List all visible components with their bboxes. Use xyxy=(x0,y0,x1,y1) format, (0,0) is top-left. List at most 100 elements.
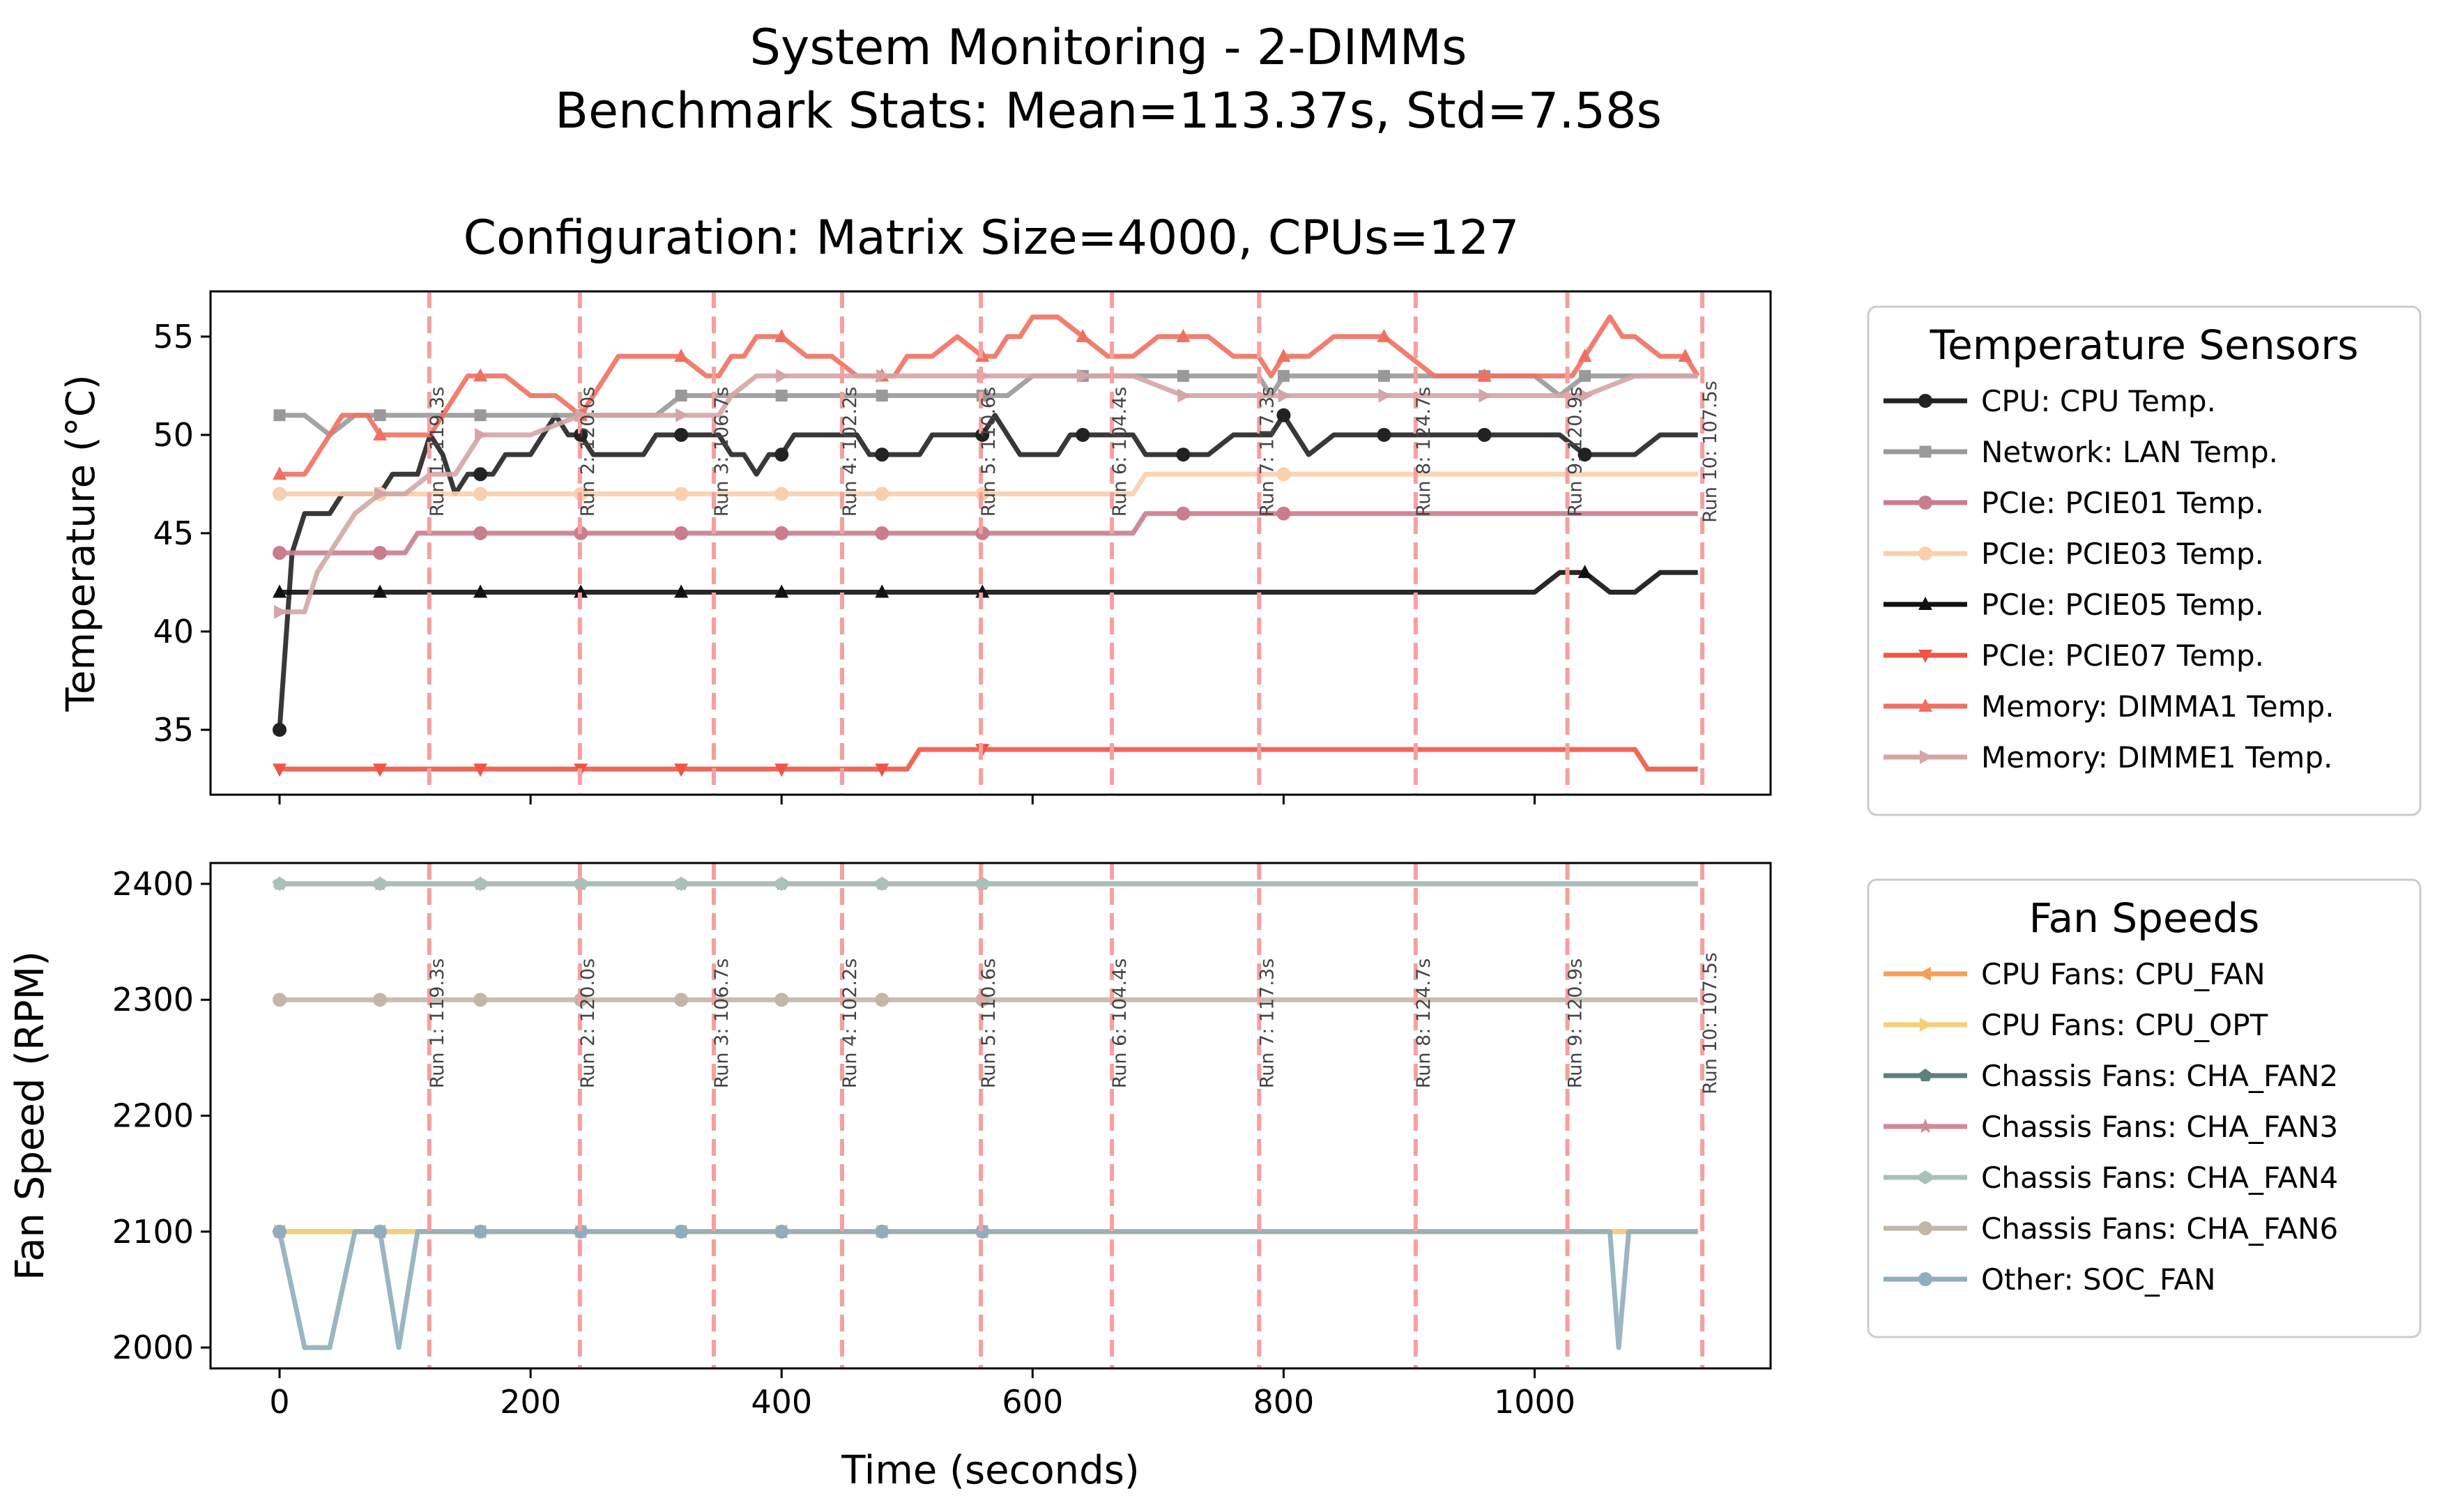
data-point-pcie-pcie07-temp xyxy=(273,763,287,777)
data-point-memory-dimme1-temp xyxy=(1479,388,1492,403)
data-point-pcie-pcie03-temp xyxy=(774,487,789,501)
run-label-4: Run 4: 102.2s xyxy=(839,959,861,1089)
figure-title-line1: System Monitoring - 2-DIMMs xyxy=(750,19,1467,76)
data-point-pcie-pcie03-temp xyxy=(1276,467,1291,482)
legend-item-cpu-fans-cpu-fan: CPU Fans: CPU_FAN xyxy=(1884,957,2266,991)
series-line-pcie-pcie05-temp xyxy=(280,570,1698,595)
series-memory-dimme1-temp xyxy=(274,369,1698,619)
data-point-pcie-pcie05-temp xyxy=(774,584,789,598)
data-point-cpu-cpu-temp xyxy=(1577,448,1592,462)
data-point-memory-dimma1-temp xyxy=(1678,349,1693,362)
legend-swatch-marker xyxy=(1919,1170,1932,1184)
legend-item-pcie-pcie01-temp: PCIe: PCIE01 Temp. xyxy=(1884,486,2264,520)
data-point-memory-dimma1-temp xyxy=(1577,349,1592,362)
legend-label: CPU Fans: CPU_OPT xyxy=(1981,1008,2268,1042)
data-point-network-lan-temp xyxy=(273,409,286,422)
legend-label: PCIe: PCIE05 Temp. xyxy=(1981,588,2264,622)
data-point-pcie-pcie07-temp xyxy=(774,763,789,777)
legend-item-cpu-fans-cpu-opt: CPU Fans: CPU_OPT xyxy=(1884,1008,2268,1042)
run-label-5: Run 5: 110.6s xyxy=(978,959,1000,1089)
legend-label: PCIe: PCIE07 Temp. xyxy=(1981,639,2264,673)
data-point-cpu-cpu-temp xyxy=(273,722,287,737)
x-tick-label: 600 xyxy=(1002,1383,1063,1421)
data-point-pcie-pcie03-temp xyxy=(674,487,689,501)
y-axis-label: Temperature (°C) xyxy=(59,374,104,712)
legend-item-chassis-fans-cha-fan4: Chassis Fans: CHA_FAN4 xyxy=(1884,1161,2338,1195)
data-point-pcie-pcie07-temp xyxy=(473,763,488,777)
data-point-pcie-pcie05-temp xyxy=(674,584,689,598)
legend-label: Chassis Fans: CHA_FAN2 xyxy=(1981,1059,2338,1093)
y-tick-label: 2000 xyxy=(112,1329,194,1366)
x-axis-label: Time (seconds) xyxy=(841,1448,1139,1493)
legend-item-pcie-pcie05-temp: PCIe: PCIE05 Temp. xyxy=(1884,588,2264,622)
run-label-2: Run 2: 120.0s xyxy=(577,959,599,1089)
data-point-memory-dimme1-temp xyxy=(1177,388,1191,403)
series-line-cpu-cpu-temp xyxy=(277,413,1698,731)
legend-item-pcie-pcie07-temp: PCIe: PCIE07 Temp. xyxy=(1884,639,2264,673)
data-point-network-lan-temp xyxy=(1377,369,1390,382)
y-tick-label: 2200 xyxy=(112,1097,194,1135)
run-label-6: Run 6: 104.4s xyxy=(1109,387,1131,517)
y-tick-label: 50 xyxy=(153,416,194,454)
legend-title: Temperature Sensors xyxy=(1930,321,2359,369)
legend-label: PCIe: PCIE03 Temp. xyxy=(1981,537,2264,571)
series-memory-dimma1-temp xyxy=(273,314,1700,480)
legend-item-chassis-fans-cha-fan6: Chassis Fans: CHA_FAN6 xyxy=(1884,1212,2338,1246)
series-line-network-lan-temp xyxy=(280,373,1698,438)
fan-speed-legend: Fan Speeds CPU Fans: CPU_FAN CPU Fans: CPU… xyxy=(1867,878,2422,1338)
data-point-pcie-pcie05-temp xyxy=(473,584,488,598)
run-label-3: Run 3: 106.7s xyxy=(711,387,733,517)
run-label-4: Run 4: 102.2s xyxy=(839,387,861,517)
legend-swatch-marker xyxy=(1920,750,1933,764)
data-point-memory-dimma1-temp xyxy=(273,466,287,480)
data-point-memory-dimme1-temp xyxy=(1378,388,1392,403)
run-label-1: Run 1: 119.3s xyxy=(427,387,448,517)
data-point-chassis-fans-cha-fan4 xyxy=(474,876,487,891)
data-point-cpu-cpu-temp xyxy=(1377,427,1391,442)
legend-item-other-soc-fan: Other: SOC_FAN xyxy=(1884,1262,2216,1297)
y-tick-label: 55 xyxy=(153,318,194,356)
series-pcie-pcie07-temp xyxy=(273,744,1698,777)
data-point-chassis-fans-cha-fan6 xyxy=(473,993,488,1007)
data-point-memory-dimme1-temp xyxy=(475,427,489,442)
legend-item-network-lan-temp: Network: LAN Temp. xyxy=(1884,435,2278,469)
y-tick-label: 40 xyxy=(153,613,194,650)
fan-speed-panel: 2000 2100 2200 2300 2400 0 200 400 600 800 1000 Fan… xyxy=(8,862,1772,1493)
legend-label: Memory: DIMME1 Temp. xyxy=(1981,740,2332,774)
data-point-other-soc-fan xyxy=(774,1224,789,1239)
data-point-pcie-pcie03-temp xyxy=(473,487,488,501)
data-point-cpu-cpu-temp xyxy=(674,427,689,442)
data-point-memory-dimme1-temp xyxy=(876,369,890,383)
data-point-chassis-fans-cha-fan4 xyxy=(976,876,988,891)
data-point-memory-dimma1-temp xyxy=(1176,328,1191,342)
data-point-memory-dimme1-temp xyxy=(1077,369,1091,383)
x-tick-label: 400 xyxy=(751,1383,812,1421)
data-point-network-lan-temp xyxy=(1579,369,1591,382)
data-point-pcie-pcie03-temp xyxy=(273,487,287,501)
legend-box xyxy=(1867,305,2422,816)
data-point-pcie-pcie07-temp xyxy=(875,763,889,777)
legend-item-pcie-pcie03-temp: PCIe: PCIE03 Temp. xyxy=(1884,537,2264,571)
legend-swatch-marker xyxy=(1918,1221,1932,1235)
data-point-pcie-pcie01-temp xyxy=(273,546,287,560)
legend-swatch-marker xyxy=(1918,1272,1932,1286)
series-pcie-pcie05-temp xyxy=(273,565,1698,598)
run-label-7: Run 7: 117.3s xyxy=(1256,959,1278,1089)
data-point-pcie-pcie01-temp xyxy=(1276,506,1291,521)
run-label-7: Run 7: 117.3s xyxy=(1256,387,1278,517)
x-tick-label: 0 xyxy=(269,1383,289,1421)
data-point-other-soc-fan xyxy=(473,1224,488,1239)
plot-area xyxy=(273,314,1700,777)
data-point-network-lan-temp xyxy=(876,389,888,402)
data-point-pcie-pcie01-temp xyxy=(875,526,889,540)
data-point-chassis-fans-cha-fan4 xyxy=(876,876,888,891)
legend-title: Fan Speeds xyxy=(2029,894,2260,942)
data-point-memory-dimme1-temp xyxy=(1579,388,1593,403)
axes-frame xyxy=(209,290,1772,796)
data-point-network-lan-temp xyxy=(675,389,687,402)
data-point-network-lan-temp xyxy=(374,409,386,422)
data-point-pcie-pcie07-temp xyxy=(674,763,689,777)
data-point-memory-dimme1-temp xyxy=(1278,388,1292,403)
data-point-other-soc-fan xyxy=(674,1224,689,1239)
